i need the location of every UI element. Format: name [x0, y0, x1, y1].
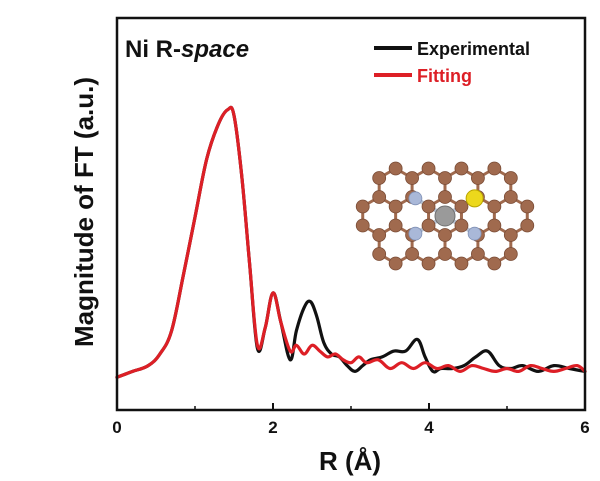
inset-carbon-atom: [372, 190, 387, 204]
inset-carbon-atom: [438, 228, 452, 242]
inset-carbon-atom: [454, 218, 469, 233]
inset-carbon-atom: [421, 161, 436, 176]
inset-carbon-atom: [372, 171, 387, 185]
inset-carbon-atom: [438, 247, 452, 261]
inset-nitrogen-atom: [408, 191, 423, 206]
inset-carbon-atom: [503, 228, 518, 242]
inset-sulfur-atom: [465, 189, 484, 208]
legend-label-experimental: Experimental: [417, 39, 530, 59]
inset-carbon-atom: [520, 199, 535, 214]
x-axis-label: R (Å): [319, 446, 381, 476]
inset-carbon-atom: [503, 190, 518, 204]
series-line-fitting: [115, 105, 587, 379]
x-ticks: 0 2 4 6: [112, 403, 590, 437]
inset-carbon-atom: [503, 247, 518, 261]
title-prefix: Ni R-: [125, 36, 181, 63]
inset-carbon-atom: [421, 256, 436, 271]
plot-frame: [115, 16, 587, 412]
series-line-experimental: [115, 105, 587, 379]
inset-nitrogen-atom: [408, 226, 423, 241]
inset-carbon-atom: [487, 256, 502, 271]
inset-carbon-atom: [487, 161, 502, 176]
inset-carbon-atom: [355, 218, 370, 233]
inset-carbon-atom: [438, 190, 452, 204]
inset-carbon-atom: [438, 171, 452, 185]
x-tick-label: 4: [424, 418, 434, 437]
inset-carbon-atom: [454, 256, 469, 271]
inset-carbon-atom: [503, 171, 518, 185]
inset-nitrogen-atom: [467, 226, 482, 241]
inset-carbon-atom: [471, 171, 485, 185]
inset-carbon-atom: [487, 218, 502, 233]
inset-carbon-atom: [372, 228, 387, 242]
structure-inset: [355, 161, 535, 271]
x-tick-label: 0: [112, 418, 121, 437]
inset-carbon-atom: [388, 161, 403, 176]
x-tick-label: 2: [268, 418, 277, 437]
inset-carbon-atom: [421, 218, 436, 233]
inset-carbon-atom: [487, 199, 502, 214]
inset-carbon-atom: [405, 247, 419, 261]
plot-curves: [115, 105, 587, 379]
chart-title: Ni R-space: [125, 36, 249, 63]
inset-carbon-atom: [520, 218, 535, 233]
inset-carbon-atom: [454, 199, 469, 214]
legend-label-fitting: Fitting: [417, 66, 472, 86]
inset-carbon-atom: [355, 199, 370, 214]
y-axis-label: Magnitude of FT (a.u.): [69, 77, 99, 347]
inset-carbon-atom: [372, 247, 387, 261]
inset-carbon-atom: [388, 256, 403, 271]
inset-carbon-atom: [471, 247, 485, 261]
inset-carbon-atom: [454, 161, 469, 176]
inset-carbon-atom: [421, 199, 436, 214]
inset-carbon-atom: [388, 199, 403, 214]
inset-carbon-atom: [405, 171, 419, 185]
x-tick-label: 6: [580, 418, 589, 437]
inset-carbon-atom: [388, 218, 403, 233]
inset-nickel-atom: [434, 205, 456, 227]
title-italic: space: [181, 36, 249, 63]
